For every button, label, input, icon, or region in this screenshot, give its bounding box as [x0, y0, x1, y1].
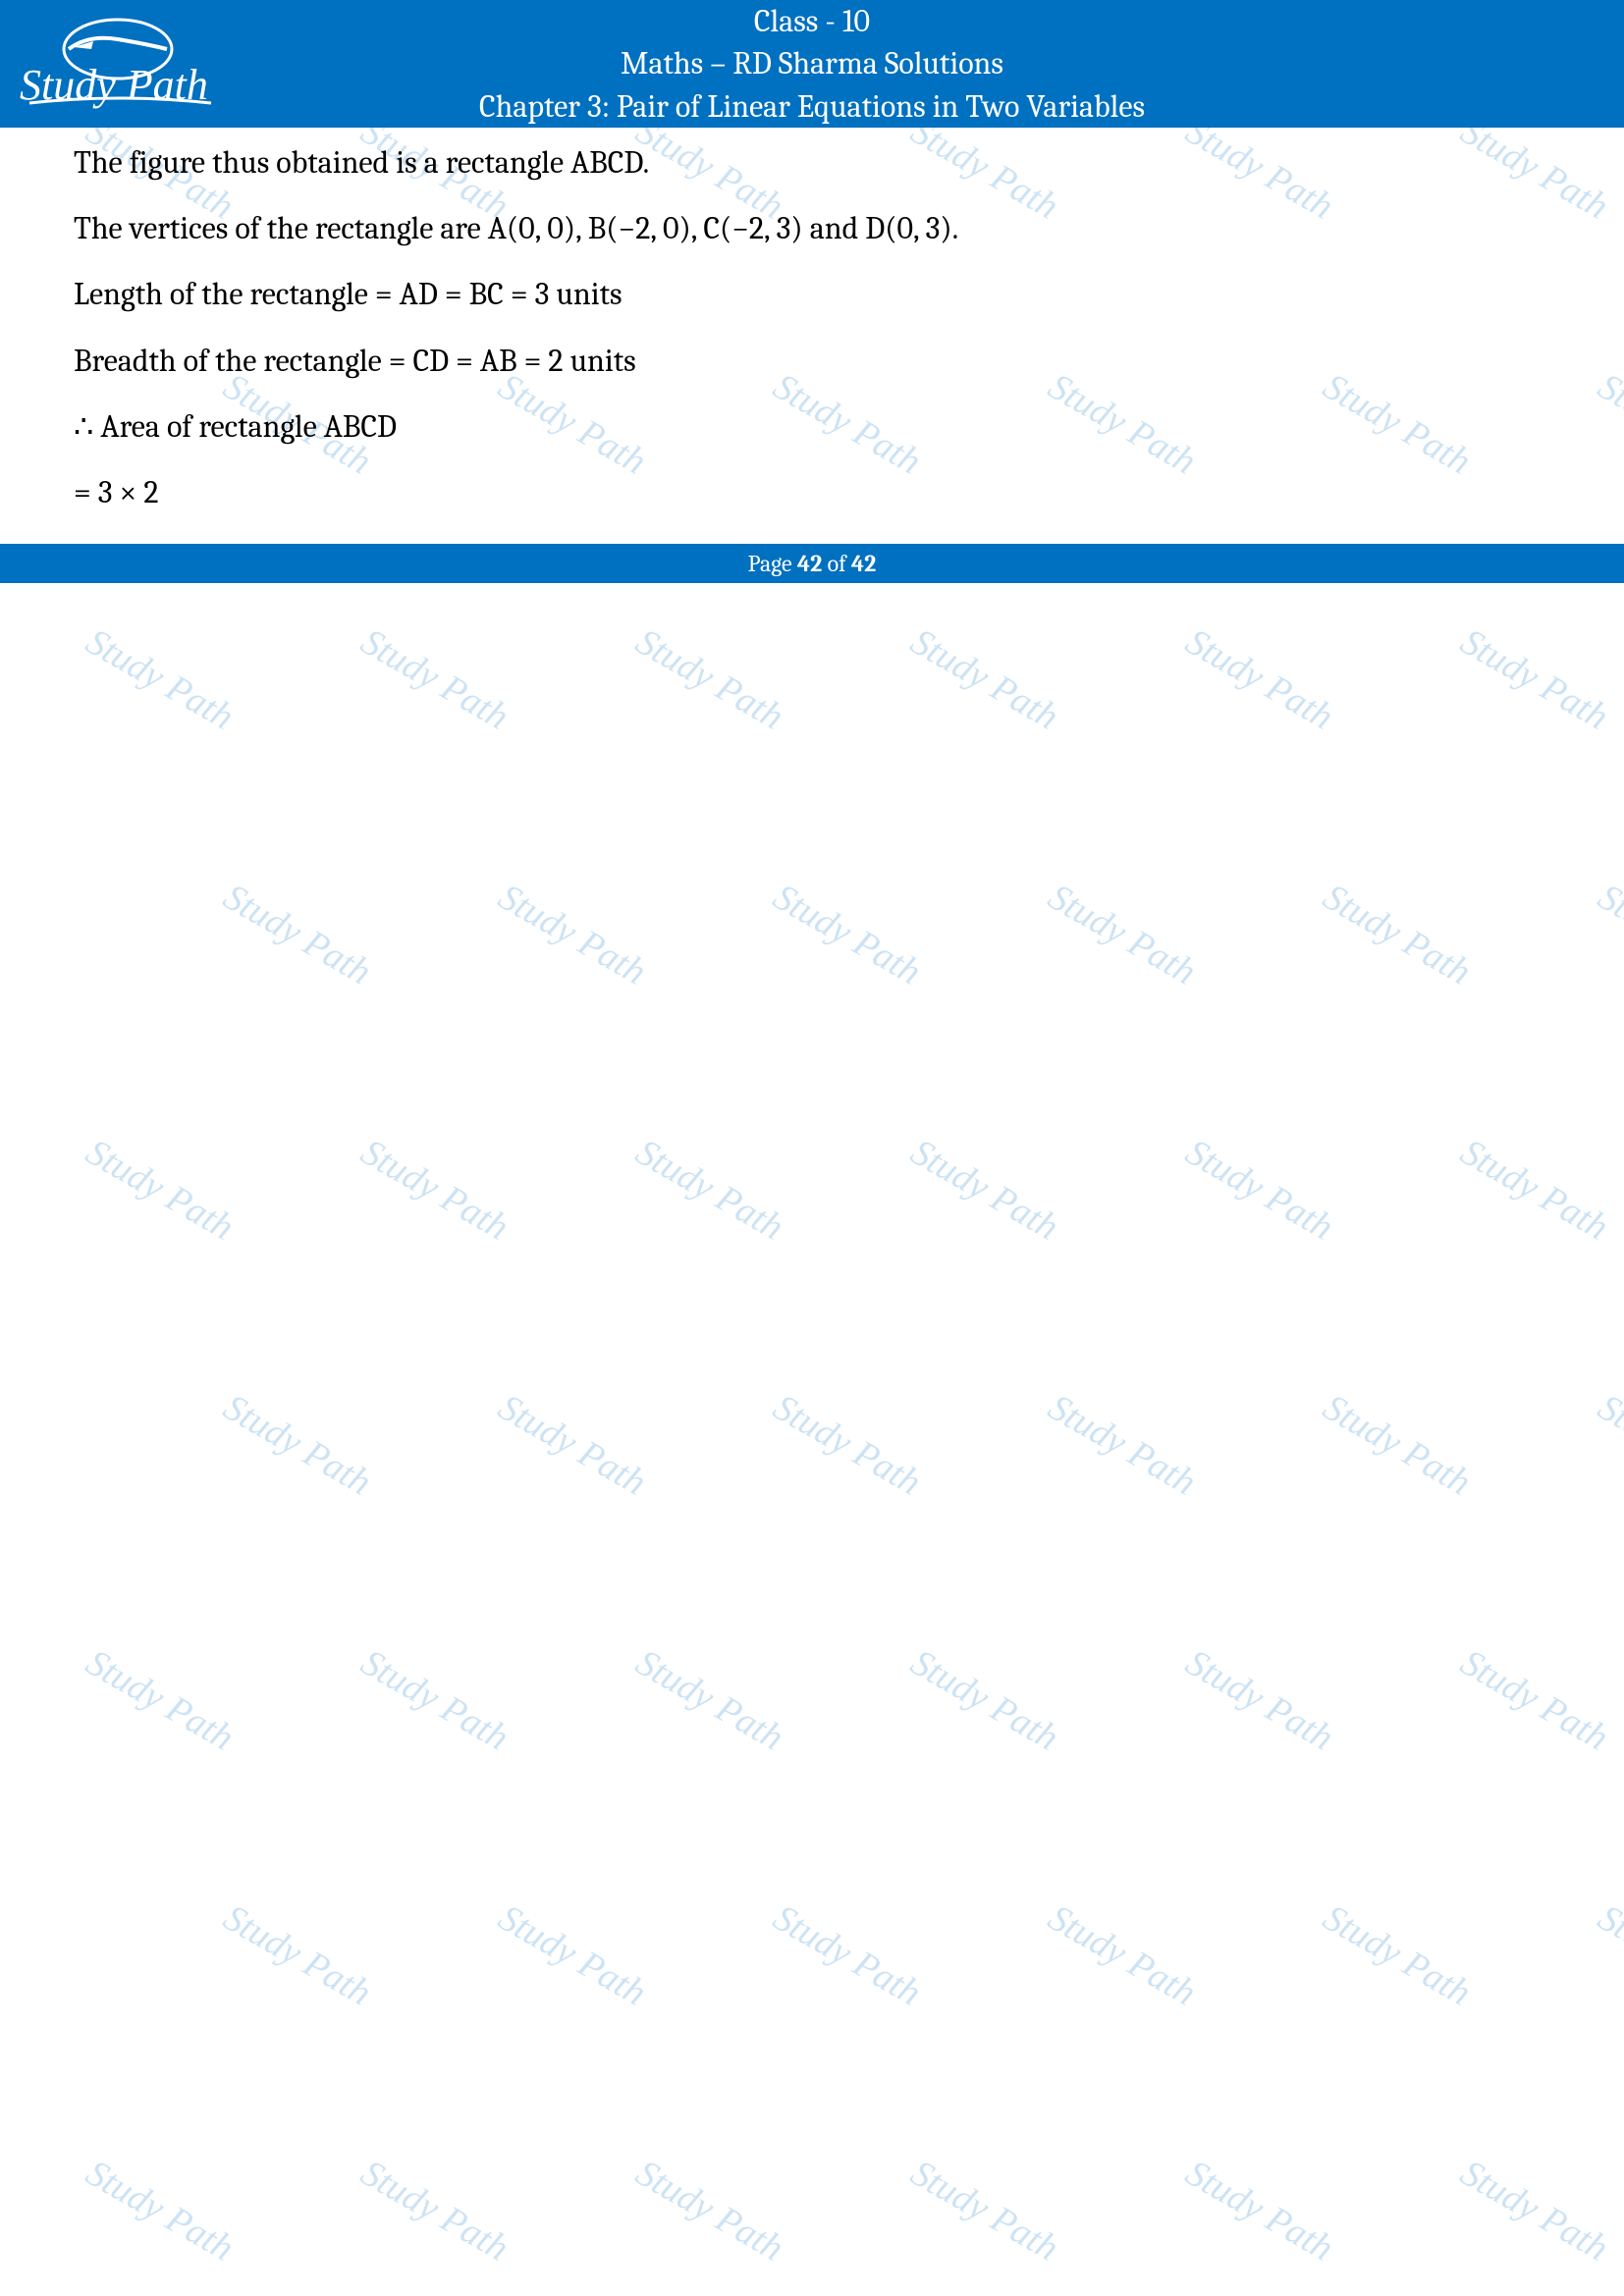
- watermark-text: Study Path: [1453, 620, 1616, 739]
- watermark-text: Study Path: [903, 1641, 1066, 1760]
- content-p4: Breadth of the rectangle = CD = AB = 2 u…: [74, 336, 1550, 386]
- watermark-text: Study Path: [216, 1386, 379, 1505]
- watermark-text: Study Path: [903, 1131, 1066, 1250]
- watermark-text: Study Path: [491, 876, 654, 994]
- watermark-text: Study Path: [628, 620, 791, 739]
- content-area: The figure thus obtained is a rectangle …: [0, 128, 1624, 583]
- footer-total: 42: [851, 550, 876, 577]
- watermark-text: Study Path: [1453, 2152, 1616, 2270]
- watermark-text: Study Path: [79, 620, 242, 739]
- watermark-text: Study Path: [1591, 1386, 1624, 1505]
- footer-prefix: Page: [748, 550, 797, 577]
- watermark-text: Study Path: [903, 2152, 1066, 2270]
- watermark-text: Study Path: [79, 2152, 242, 2270]
- content-p2: The vertices of the rectangle are A(0, 0…: [74, 203, 1550, 253]
- logo-text: Study Path: [20, 60, 208, 110]
- content-p3: Length of the rectangle = AD = BC = 3 un…: [74, 269, 1550, 319]
- watermark-text: Study Path: [216, 1896, 379, 2015]
- watermark-text: Study Path: [628, 2152, 791, 2270]
- watermark-text: Study Path: [353, 620, 516, 739]
- watermark-text: Study Path: [1178, 1131, 1341, 1250]
- page-footer: Page 42 of 42: [0, 544, 1624, 583]
- watermark-text: Study Path: [628, 1641, 791, 1760]
- watermark-text: Study Path: [766, 876, 929, 994]
- content-p6: = 3 × 2: [74, 467, 1550, 517]
- watermark-text: Study Path: [1316, 876, 1479, 994]
- watermark-text: Study Path: [1316, 1896, 1479, 2015]
- watermark-text: Study Path: [216, 876, 379, 994]
- watermark-text: Study Path: [1178, 2152, 1341, 2270]
- watermark-text: Study Path: [1591, 1896, 1624, 2015]
- watermark-text: Study Path: [766, 1386, 929, 1505]
- watermark-text: Study Path: [766, 1896, 929, 2015]
- watermark-text: Study Path: [903, 620, 1066, 739]
- watermark-text: Study Path: [353, 2152, 516, 2270]
- watermark-text: Study Path: [1041, 876, 1204, 994]
- page-header: Study Path Class - 10 Maths – RD Sharma …: [0, 0, 1624, 128]
- logo: Study Path: [20, 10, 216, 118]
- content-p5: ∴ Area of rectangle ABCD: [74, 401, 1550, 452]
- watermark-text: Study Path: [1178, 1641, 1341, 1760]
- header-line3: Chapter 3: Pair of Linear Equations in T…: [479, 86, 1145, 128]
- watermark-text: Study Path: [353, 1641, 516, 1760]
- watermark-text: Study Path: [1591, 876, 1624, 994]
- footer-separator: of: [822, 550, 851, 577]
- watermark-text: Study Path: [79, 1131, 242, 1250]
- watermark-text: Study Path: [353, 1131, 516, 1250]
- watermark-text: Study Path: [1178, 620, 1341, 739]
- footer-current: 42: [797, 550, 822, 577]
- header-text: Class - 10 Maths – RD Sharma Solutions C…: [479, 1, 1145, 128]
- watermark-text: Study Path: [1041, 1386, 1204, 1505]
- watermark-text: Study Path: [1041, 1896, 1204, 2015]
- watermark-text: Study Path: [491, 1896, 654, 2015]
- content-p1: The figure thus obtained is a rectangle …: [74, 137, 1550, 187]
- watermark-text: Study Path: [1453, 1131, 1616, 1250]
- header-line2: Maths – RD Sharma Solutions: [621, 43, 1003, 84]
- watermark-text: Study Path: [491, 1386, 654, 1505]
- watermark-text: Study Path: [1453, 1641, 1616, 1760]
- watermark-text: Study Path: [1316, 1386, 1479, 1505]
- header-line1: Class - 10: [754, 1, 870, 42]
- watermark-text: Study Path: [628, 1131, 791, 1250]
- watermark-text: Study Path: [79, 1641, 242, 1760]
